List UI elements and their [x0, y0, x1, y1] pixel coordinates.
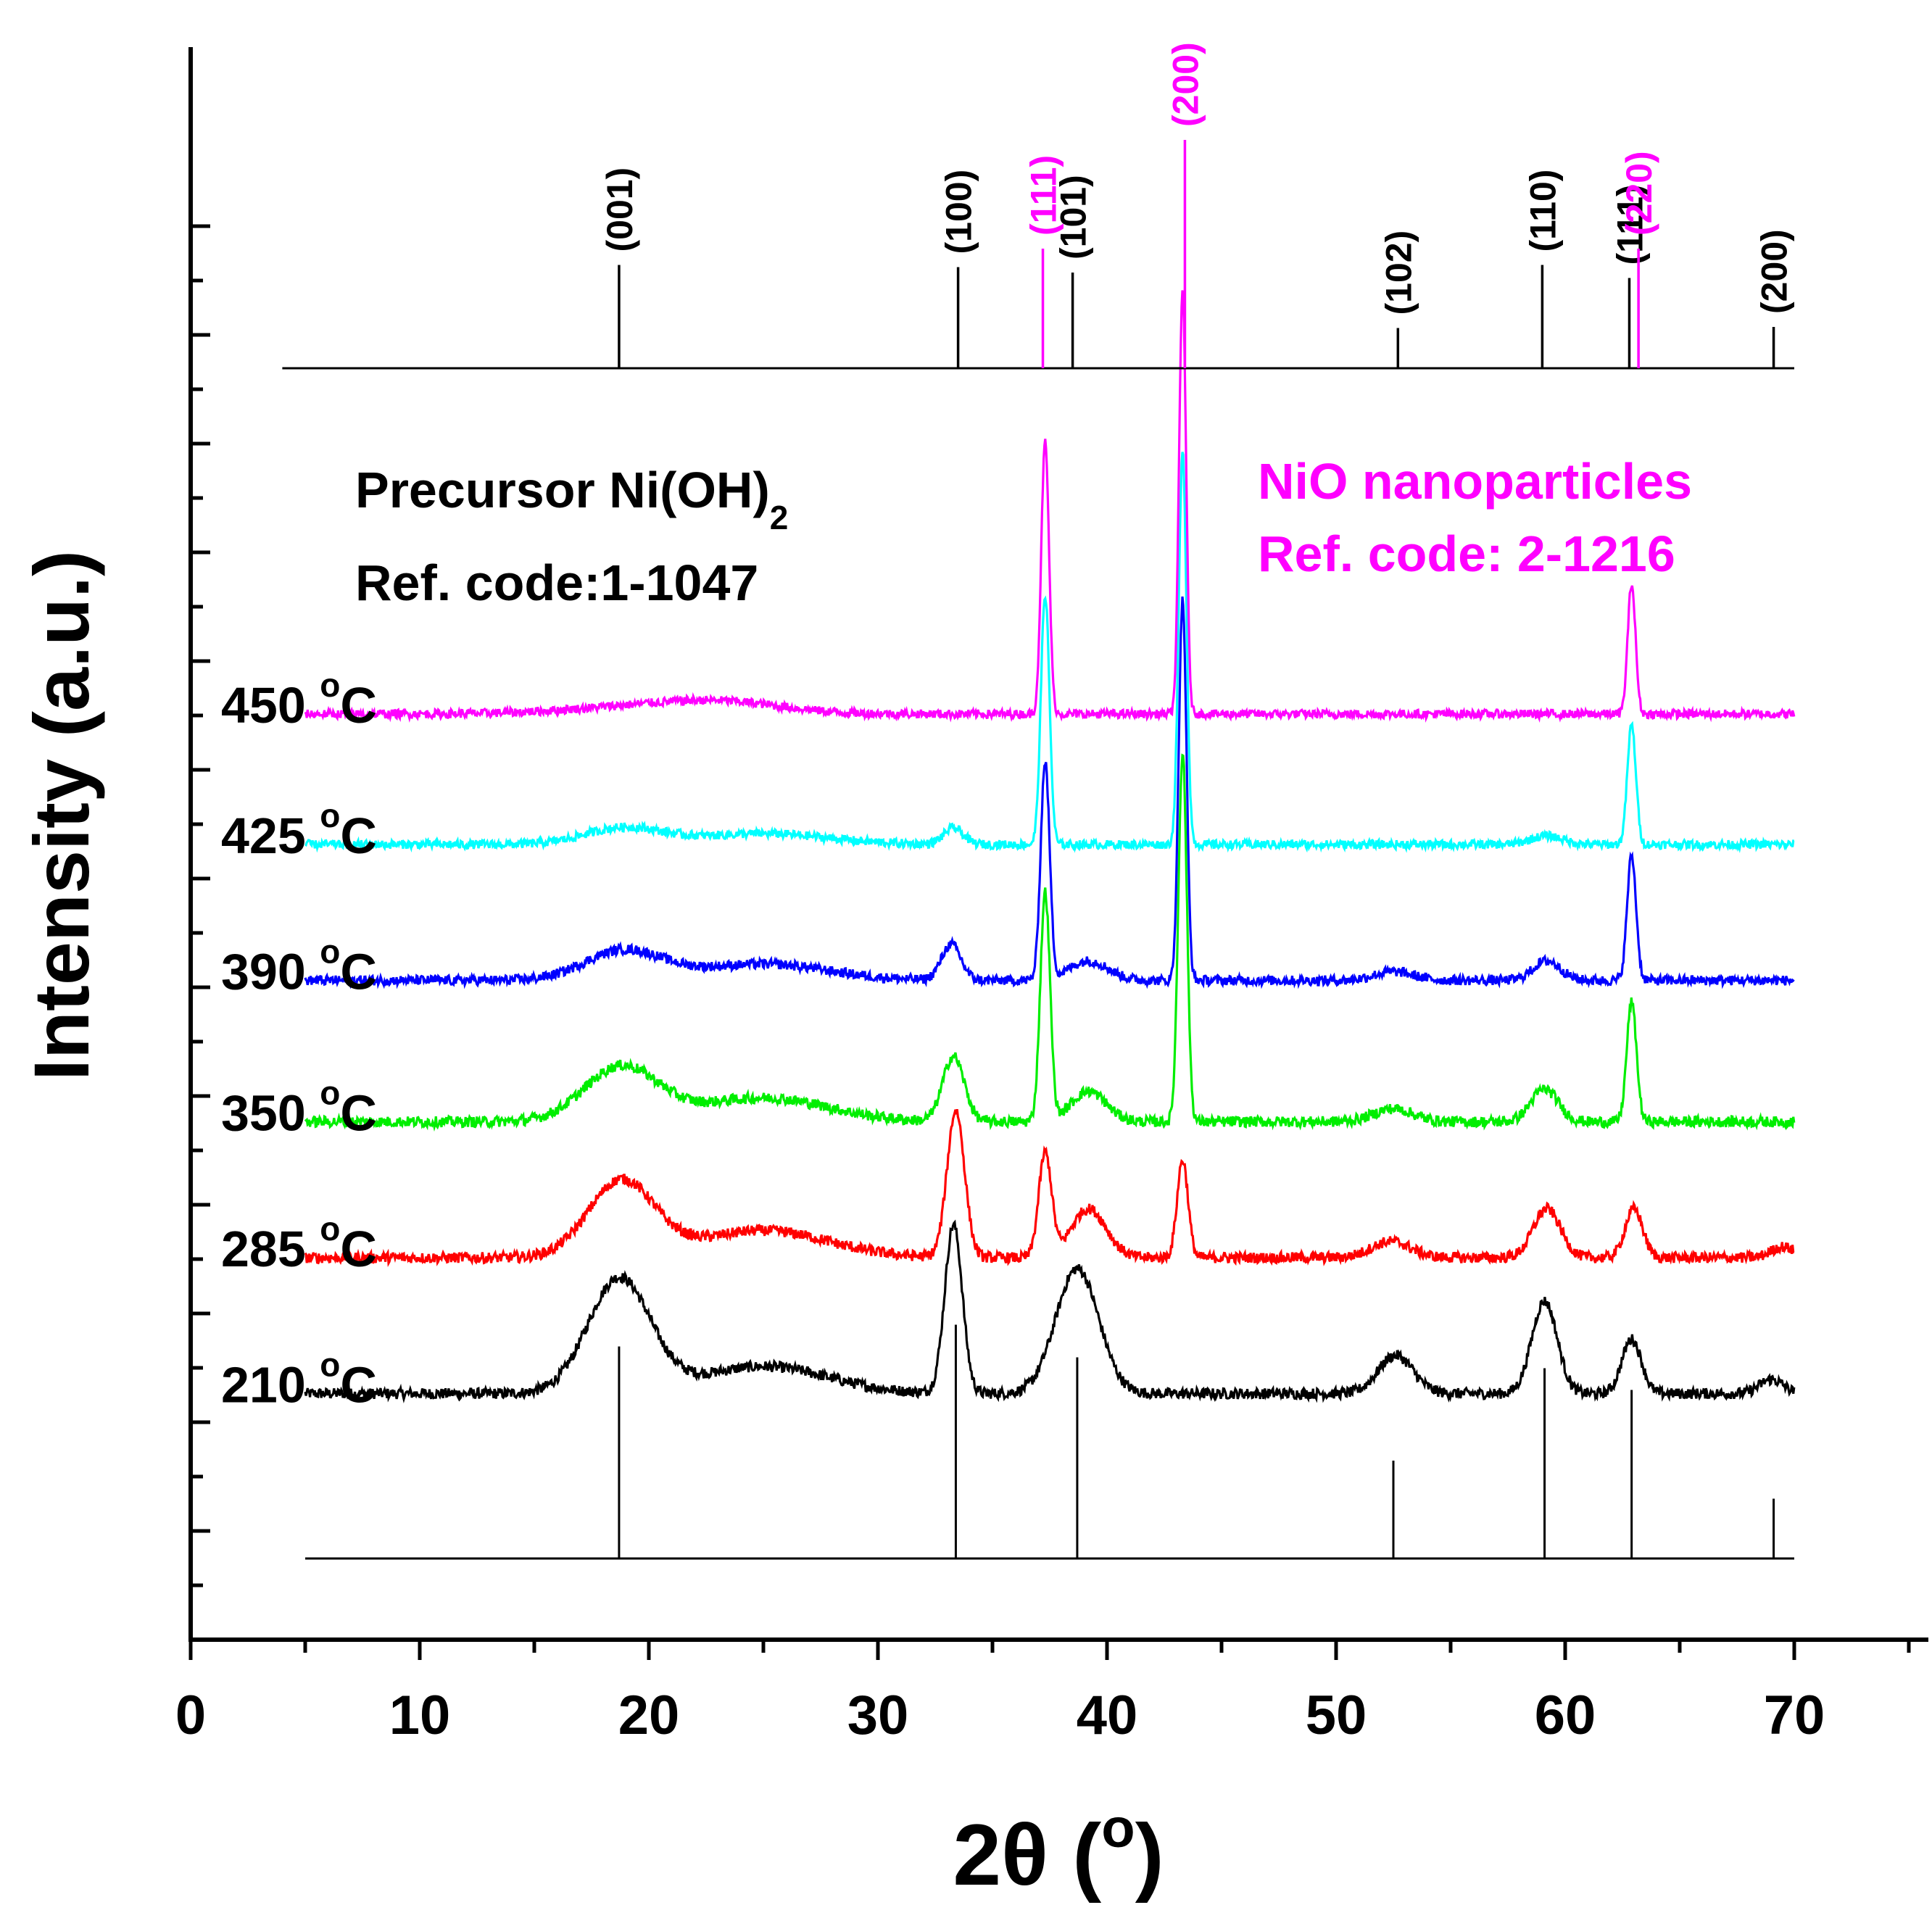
- x-tick-label-10: 10: [389, 1685, 451, 1746]
- x-axis-title-sup: o: [1101, 1798, 1135, 1859]
- series-line-450: [304, 290, 1796, 723]
- x-axis-title-main: 2θ (: [953, 1806, 1101, 1904]
- x-tick-label-70: 70: [1764, 1685, 1825, 1746]
- axes-layer: [188, 47, 1928, 1642]
- series-label-390: 390 oC: [221, 933, 377, 1000]
- x-tick-label-40: 40: [1077, 1685, 1138, 1746]
- series-label-425: 425 oC: [221, 797, 377, 864]
- x-tick-label-30: 30: [847, 1685, 909, 1746]
- series-line-285: [304, 1108, 1795, 1267]
- precursor-legend-sub: 2: [770, 499, 789, 536]
- reference-layer: (001) (100) (111)(101)(200)(102)(110) (111)…: [282, 42, 1795, 1560]
- nio-legend-line2: Ref. code: 2-1216: [1258, 526, 1675, 582]
- precursor-legend-main: Precursor Ni(OH): [355, 462, 770, 518]
- top-reference-label-2: (111): [1024, 155, 1064, 236]
- x-tick-label-0: 0: [175, 1685, 206, 1746]
- series-layer: [304, 290, 1796, 1404]
- x-tick-label-20: 20: [618, 1685, 680, 1746]
- x-axis-title: 2θ (o): [953, 1798, 1164, 1904]
- top-reference-label-9: (200): [1754, 229, 1795, 314]
- x-tick-label-50: 50: [1306, 1685, 1367, 1746]
- top-reference-label-6: (110): [1522, 170, 1563, 252]
- curve-label-layer: 210 oC 285 oC 350 oC 390 oC 425 oC 450 oC: [221, 666, 377, 1414]
- nio-legend-line1: NiO nanoparticles: [1258, 453, 1692, 510]
- top-reference-label-1: (100): [939, 170, 979, 254]
- top-reference-label-8: (220): [1619, 151, 1659, 236]
- precursor-legend-line2: Ref. code:1-1047: [355, 555, 758, 611]
- x-axis-title-close: ): [1135, 1806, 1164, 1904]
- top-reference-label-4: (200): [1165, 42, 1206, 127]
- series-label-285: 285 oC: [221, 1210, 377, 1277]
- top-reference-label-0: (001): [600, 167, 640, 252]
- precursor-legend-line1: Precursor Ni(OH)2: [355, 462, 788, 536]
- top-reference-label-5: (102): [1378, 231, 1419, 315]
- series-line-210: [304, 1219, 1796, 1404]
- x-tick-label-60: 60: [1535, 1685, 1596, 1746]
- top-reference-label-7: (111): [1609, 184, 1650, 265]
- series-label-210: 210 oC: [221, 1346, 377, 1414]
- series-label-450: 450 oC: [221, 666, 377, 734]
- series-line-425: [304, 452, 1795, 853]
- y-axis-title: Intensity (a.u.): [17, 550, 105, 1081]
- series-label-350: 350 oC: [221, 1074, 377, 1142]
- series-line-390: [304, 596, 1795, 989]
- series-line-350: [304, 753, 1796, 1132]
- ticks-layer: 0 10 20 30 40 50 60 70: [175, 224, 1911, 1746]
- top-reference-label-3: (101): [1053, 175, 1094, 260]
